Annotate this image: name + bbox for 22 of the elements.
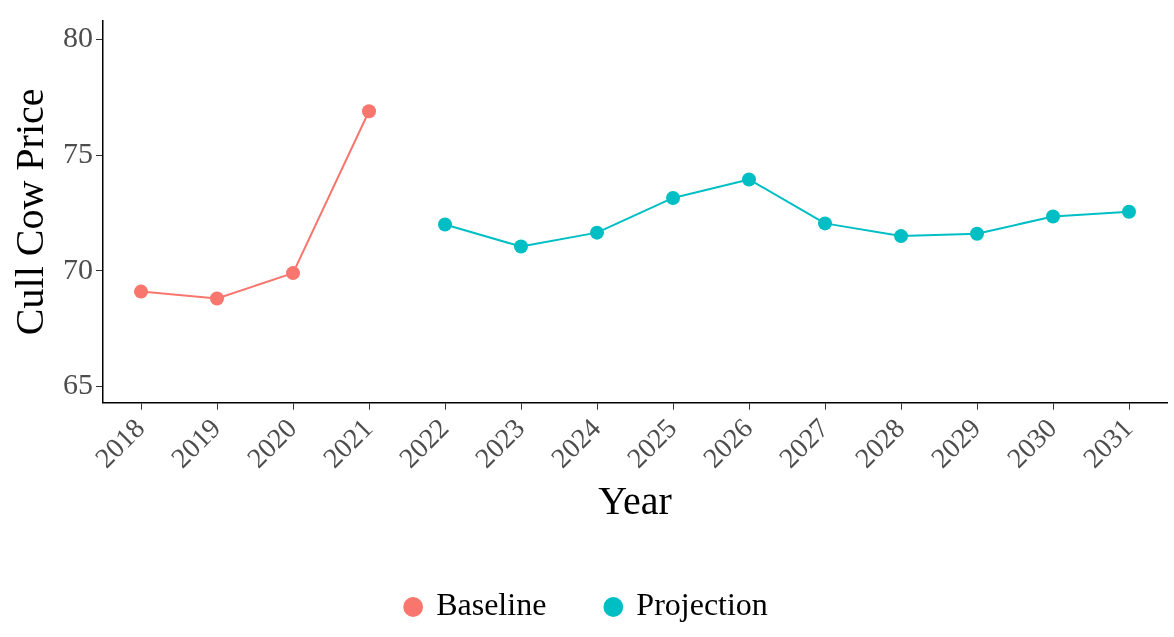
point (742, 172, 756, 187)
y-tick-label: 75 (63, 136, 93, 170)
point (286, 266, 300, 281)
y-axis-title: Cull Cow Price (6, 88, 52, 336)
legend-label: Projection (636, 586, 768, 623)
point (818, 216, 832, 231)
point (134, 284, 148, 299)
y-tick-label: 70 (63, 251, 93, 285)
point (210, 291, 224, 306)
y-tick-label: 80 (63, 20, 93, 54)
point (1046, 209, 1060, 224)
legend-label: Baseline (436, 586, 547, 623)
point (970, 226, 984, 241)
point (514, 239, 528, 254)
point (1122, 204, 1136, 219)
point (590, 225, 604, 240)
x-axis-title: Year (598, 477, 672, 523)
point (894, 229, 908, 244)
point (438, 217, 452, 232)
point (362, 104, 376, 119)
point (666, 190, 680, 205)
y-tick-label: 65 (63, 367, 93, 401)
